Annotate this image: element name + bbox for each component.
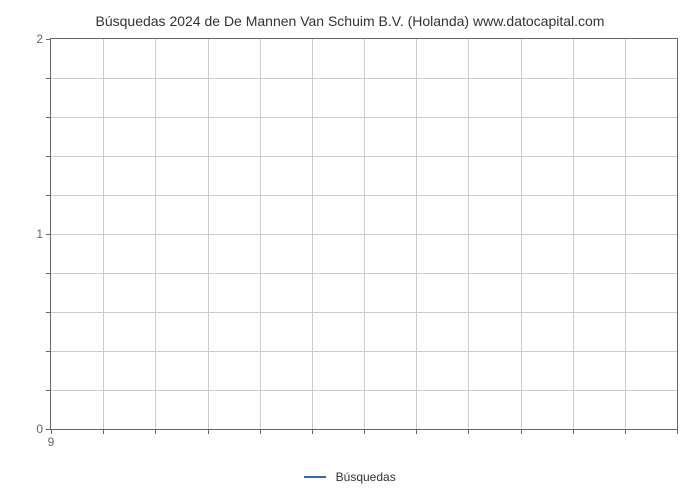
gridline-vertical (260, 39, 261, 429)
gridline-vertical (573, 39, 574, 429)
y-axis-tick-mark (46, 156, 51, 157)
x-axis-tick-mark (51, 429, 52, 434)
legend: Búsquedas (10, 469, 690, 484)
x-axis-tick-mark (625, 429, 626, 434)
x-axis-tick-mark (312, 429, 313, 434)
x-axis-tick-mark (521, 429, 522, 434)
legend-swatch (304, 476, 326, 478)
legend-label: Búsquedas (336, 470, 396, 484)
y-axis-tick-mark (46, 234, 51, 235)
gridline-vertical (208, 39, 209, 429)
plot-region: 0129 (50, 38, 678, 430)
x-axis-tick-mark (208, 429, 209, 434)
plot-area: 0129 (50, 38, 678, 430)
y-axis-tick-mark (46, 78, 51, 79)
x-axis-tick-mark (155, 429, 156, 434)
y-axis-tick-mark (46, 273, 51, 274)
gridline-vertical (625, 39, 626, 429)
y-axis-tick-mark (46, 39, 51, 40)
gridline-vertical (312, 39, 313, 429)
gridline-vertical (155, 39, 156, 429)
chart-title: Búsquedas 2024 de De Mannen Van Schuim B… (10, 10, 690, 32)
chart-container: Búsquedas 2024 de De Mannen Van Schuim B… (10, 10, 690, 490)
y-axis-tick-mark (46, 390, 51, 391)
x-axis-tick-mark (416, 429, 417, 434)
gridline-vertical (416, 39, 417, 429)
gridline-vertical (103, 39, 104, 429)
x-axis-tick-mark (677, 429, 678, 434)
y-axis-tick-mark (46, 312, 51, 313)
y-axis-tick-mark (46, 351, 51, 352)
x-axis-tick-mark (103, 429, 104, 434)
x-axis-tick-mark (364, 429, 365, 434)
gridline-vertical (468, 39, 469, 429)
x-axis-tick-mark (260, 429, 261, 434)
y-axis-tick-mark (46, 195, 51, 196)
gridline-vertical (364, 39, 365, 429)
x-axis-tick-mark (468, 429, 469, 434)
gridline-vertical (521, 39, 522, 429)
x-axis-tick-mark (573, 429, 574, 434)
y-axis-tick-mark (46, 117, 51, 118)
